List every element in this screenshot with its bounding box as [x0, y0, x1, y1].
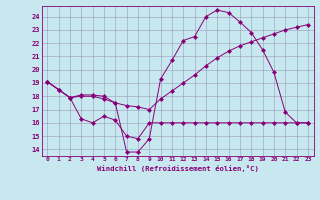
- X-axis label: Windchill (Refroidissement éolien,°C): Windchill (Refroidissement éolien,°C): [97, 165, 259, 172]
